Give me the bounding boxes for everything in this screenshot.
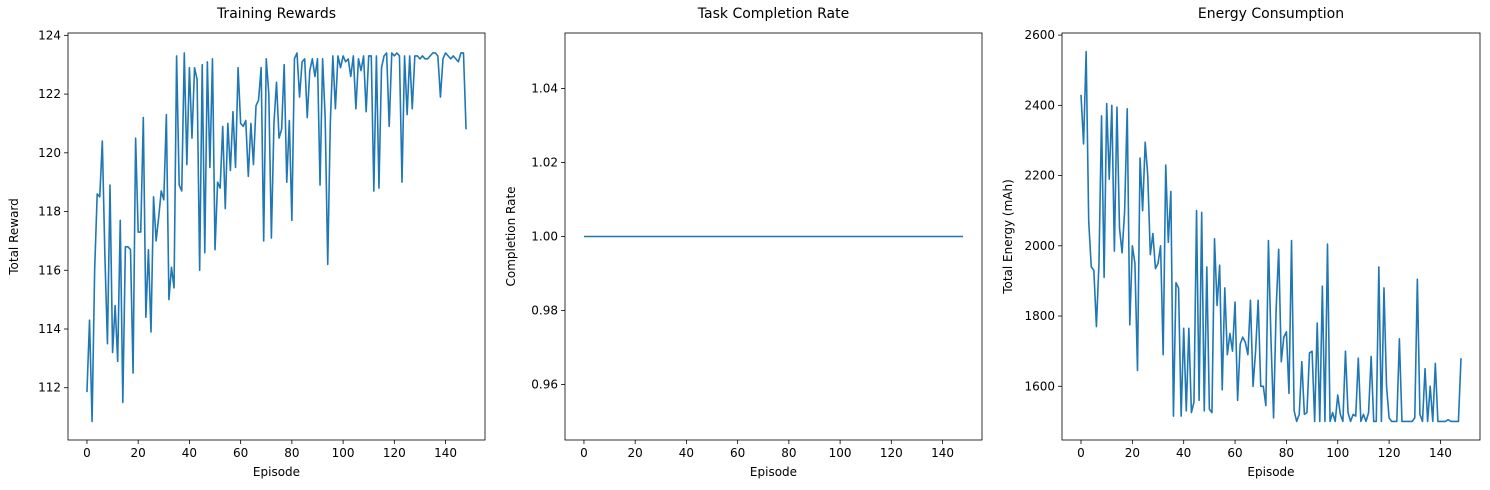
x-tick-label: 80	[1279, 446, 1294, 460]
x-axis-label: Episode	[253, 465, 300, 479]
y-tick-label: 112	[38, 381, 61, 395]
axes-frame	[1061, 32, 1481, 441]
x-tick-label: 20	[1125, 446, 1140, 460]
y-tick-label: 124	[38, 28, 61, 42]
y-tick-label: 0.96	[531, 378, 558, 392]
y-tick-label: 0.98	[531, 304, 558, 318]
x-tick-label: 0	[83, 446, 91, 460]
x-tick-label: 40	[1176, 446, 1191, 460]
x-axis-label: Episode	[750, 465, 797, 479]
x-tick-label: 20	[628, 446, 643, 460]
y-axis-label: Completion Rate	[504, 186, 518, 286]
y-tick-label: 118	[38, 205, 61, 219]
x-tick-label: 0	[580, 446, 588, 460]
x-tick-label: 60	[730, 446, 745, 460]
y-tick-label: 2400	[1024, 98, 1055, 112]
y-tick-label: 2600	[1024, 28, 1055, 42]
y-tick-label: 116	[38, 263, 61, 277]
x-tick-label: 60	[233, 446, 248, 460]
axes-frame	[564, 32, 983, 441]
x-axis-label: Episode	[1247, 465, 1294, 479]
y-tick-label: 122	[38, 87, 61, 101]
x-tick-label: 40	[182, 446, 197, 460]
data-line	[1080, 50, 1462, 423]
x-tick-label: 120	[880, 446, 903, 460]
y-axis-label: Total Reward	[7, 198, 21, 276]
y-tick-label: 120	[38, 146, 61, 160]
plot-area	[1080, 50, 1462, 423]
x-tick-label: 140	[1429, 446, 1452, 460]
x-tick-label: 100	[829, 446, 852, 460]
x-tick-label: 60	[1227, 446, 1242, 460]
y-tick-label: 1.00	[531, 230, 558, 244]
y-tick-label: 2000	[1024, 239, 1055, 253]
chart-title: Energy Consumption	[1198, 6, 1344, 22]
x-tick-label: 20	[131, 446, 146, 460]
axes-frame	[67, 32, 486, 441]
x-tick-label: 120	[383, 446, 406, 460]
x-tick-label: 80	[781, 446, 796, 460]
x-tick-label: 140	[434, 446, 457, 460]
x-tick-label: 120	[1378, 446, 1401, 460]
y-tick-label: 114	[38, 322, 61, 336]
x-tick-label: 40	[679, 446, 694, 460]
x-tick-label: 140	[931, 446, 954, 460]
chart-title: Task Completion Rate	[697, 6, 849, 22]
x-tick-label: 100	[1326, 446, 1349, 460]
x-tick-label: 80	[284, 446, 299, 460]
data-line	[86, 52, 467, 423]
y-tick-label: 2200	[1024, 169, 1055, 183]
chart-title: Training Rewards	[216, 6, 336, 22]
y-tick-label: 1.02	[531, 156, 558, 170]
plot-area	[86, 52, 467, 423]
x-tick-label: 100	[332, 446, 355, 460]
x-tick-label: 0	[1077, 446, 1085, 460]
y-tick-label: 1.04	[531, 82, 558, 96]
y-tick-label: 1600	[1024, 379, 1055, 393]
y-tick-label: 1800	[1024, 309, 1055, 323]
y-axis-label: Total Energy (mAh)	[1001, 179, 1015, 295]
